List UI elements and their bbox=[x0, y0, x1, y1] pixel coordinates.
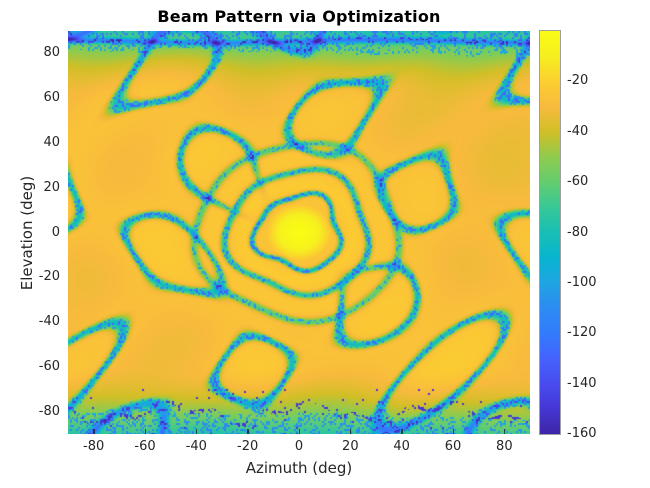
x-tick-label: -40 bbox=[185, 439, 207, 454]
x-tick-mark bbox=[93, 429, 95, 434]
colorbar-tick-label: -120 bbox=[567, 325, 597, 341]
y-tick-label: -60 bbox=[38, 358, 60, 374]
colorbar-tick-label: -40 bbox=[567, 123, 589, 139]
x-tick-mark bbox=[195, 429, 198, 434]
colorbar-tick-label: -140 bbox=[567, 375, 597, 391]
y-tick-label: 0 bbox=[51, 224, 60, 240]
beam-pattern-heatmap bbox=[68, 31, 530, 434]
x-tick-label: -20 bbox=[237, 439, 259, 454]
y-tick-label: 80 bbox=[43, 45, 60, 61]
y-axis-label: Elevation (deg) bbox=[18, 175, 36, 291]
x-tick-mark bbox=[401, 429, 403, 434]
plot-title: Beam Pattern via Optimization bbox=[157, 7, 441, 26]
x-tick-label: -80 bbox=[83, 439, 105, 454]
colorbar bbox=[539, 30, 561, 435]
x-tick-label: -60 bbox=[134, 439, 156, 454]
x-tick-label: 20 bbox=[342, 439, 359, 454]
colorbar-tick-label: -20 bbox=[567, 73, 589, 89]
x-tick-label: 80 bbox=[496, 439, 513, 454]
x-tick-mark bbox=[144, 429, 146, 434]
colorbar-tick-label: -60 bbox=[567, 174, 589, 190]
colorbar-tick-label: -160 bbox=[567, 426, 597, 441]
y-tick-label: 60 bbox=[43, 90, 60, 106]
y-tick-label: -80 bbox=[38, 403, 60, 419]
colorbar-tick-label: -100 bbox=[567, 274, 597, 290]
colorbar-tick-label: -80 bbox=[567, 224, 589, 240]
y-tick-label: -40 bbox=[38, 314, 60, 330]
x-tick-label: 40 bbox=[393, 439, 410, 454]
y-tick-label: -20 bbox=[38, 269, 60, 285]
y-tick-label: 40 bbox=[43, 134, 60, 150]
x-tick-mark bbox=[298, 429, 300, 434]
x-tick-mark bbox=[452, 429, 454, 434]
x-tick-mark bbox=[349, 429, 352, 434]
x-tick-mark bbox=[247, 429, 249, 434]
x-tick-label: 60 bbox=[444, 439, 462, 454]
x-axis-label: Azimuth (deg) bbox=[245, 459, 353, 477]
x-tick-mark bbox=[503, 429, 506, 434]
y-tick-label: 20 bbox=[43, 179, 60, 195]
x-tick-label: 0 bbox=[294, 439, 304, 454]
